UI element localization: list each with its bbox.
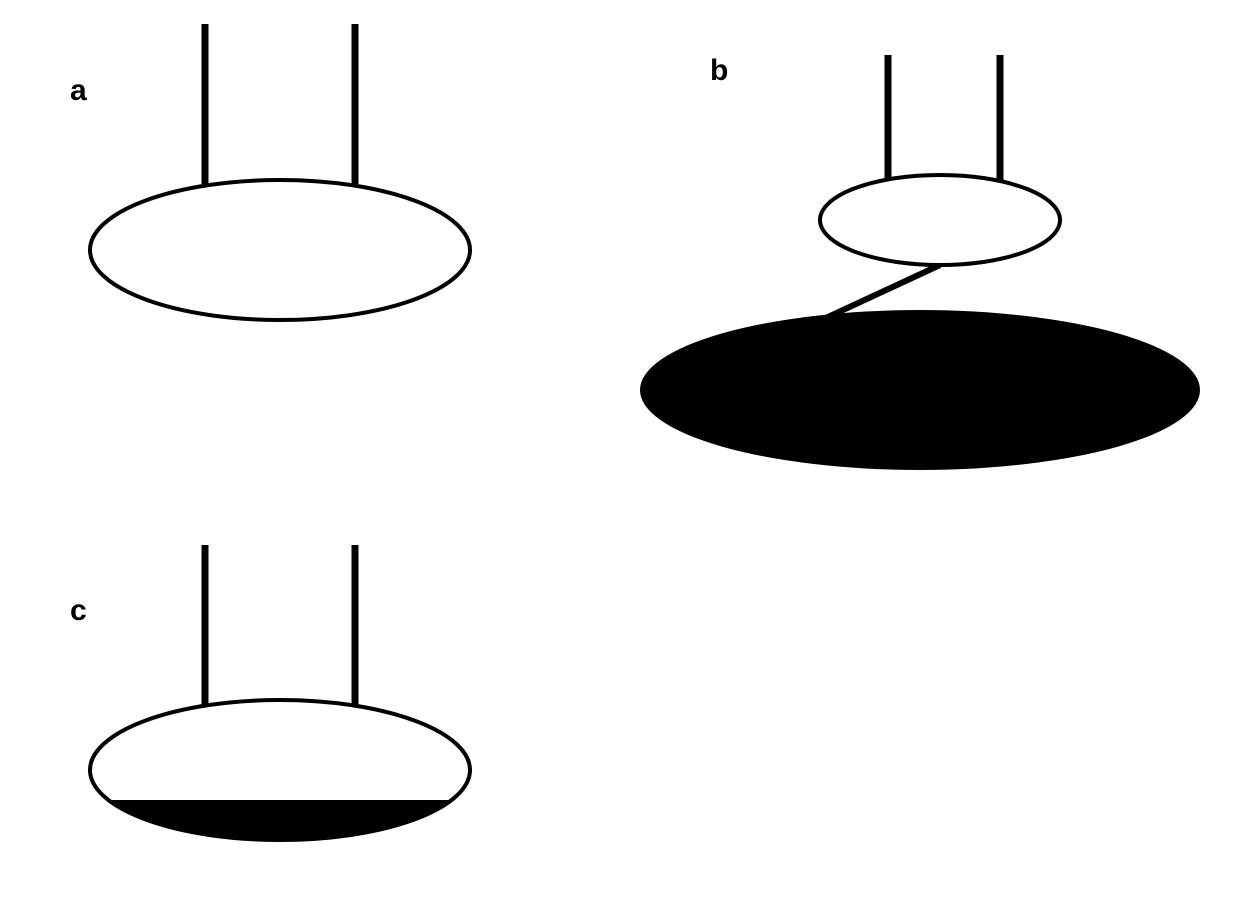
diagram-canvas: a b c [0, 0, 1239, 907]
panel-c-label: c [70, 594, 87, 627]
panel-a-ellipse [90, 180, 470, 320]
panel-a-label: a [70, 74, 87, 107]
panel-b-big-ellipse [640, 310, 1200, 470]
panel-b-label: b [710, 54, 728, 87]
panel-b-small-ellipse [820, 175, 1060, 265]
